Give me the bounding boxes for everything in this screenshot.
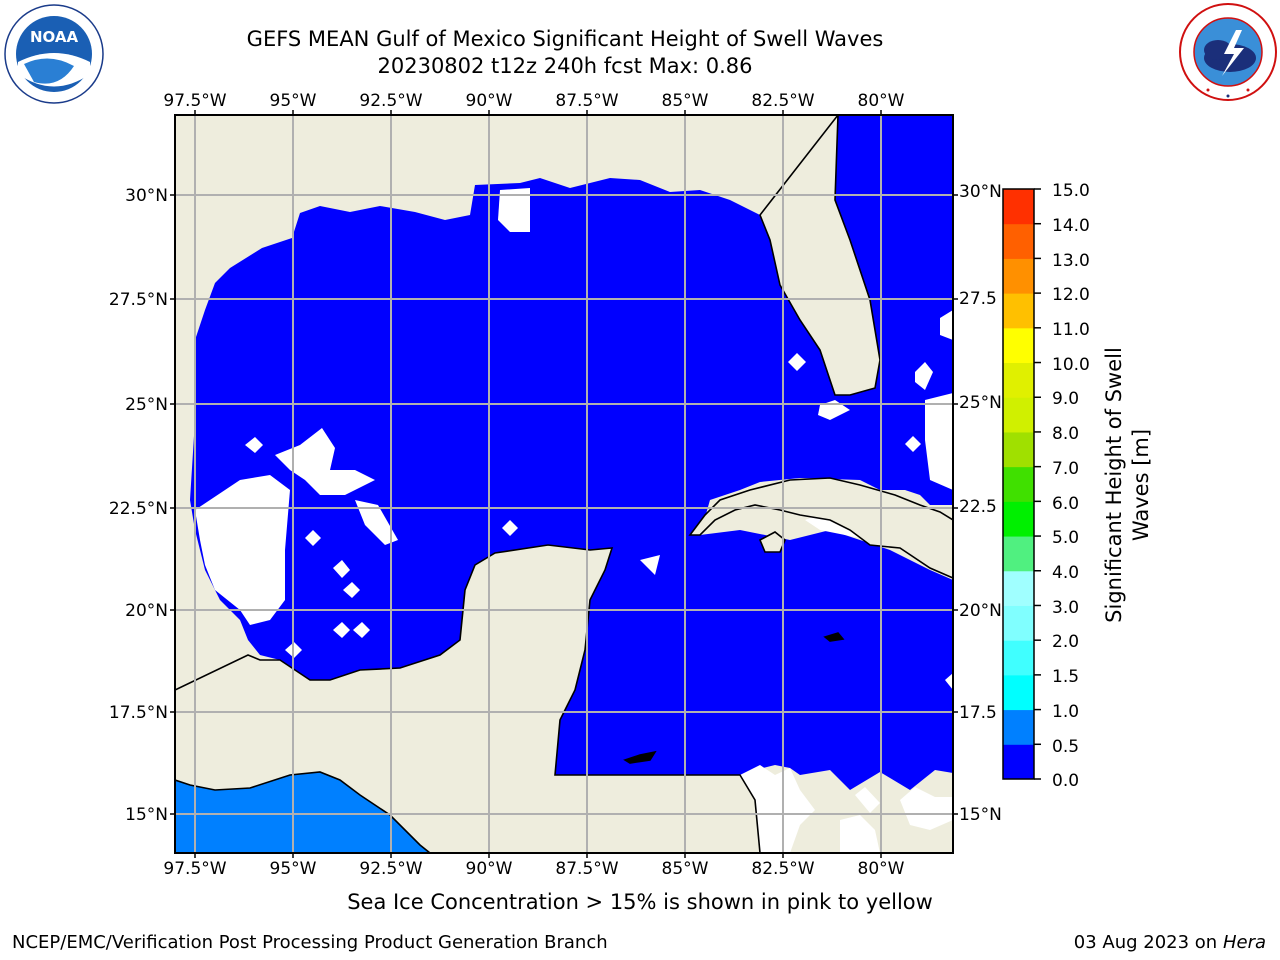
footer-date: 03 Aug 2023 on Hera	[1074, 932, 1266, 953]
colorbar-labels: 15.0 14.0 13.0 12.0 11.0 10.0 9.0 8.0 7.…	[1052, 181, 1090, 791]
lon-label: 90°W	[466, 859, 513, 879]
footer-host: Hera	[1222, 932, 1266, 953]
map-frame	[174, 114, 954, 854]
colorbar-label: 10.0	[1052, 355, 1090, 375]
lon-label: 92.5°W	[359, 859, 422, 879]
lat-labels-left: 30°N 27.5°N 25°N 22.5°N 20°N 17.5°N 15°N	[109, 186, 168, 825]
colorbar-label: 1.0	[1052, 702, 1079, 722]
colorbar-label: 8.0	[1052, 424, 1079, 444]
colorbar-label: 11.0	[1052, 320, 1090, 340]
lat-label: 27.5°N	[109, 290, 168, 310]
lon-label: 82.5°W	[751, 859, 814, 879]
lon-label: 97.5°W	[163, 859, 226, 879]
lon-labels-top: 97.5°W 95°W 92.5°W 90°W 87.5°W 85°W 82.5…	[163, 91, 904, 111]
svg-text:NOAA: NOAA	[30, 28, 79, 46]
no-data-patches	[195, 188, 953, 853]
lon-label: 95°W	[270, 859, 317, 879]
colorbar-label: 0.0	[1052, 771, 1079, 791]
colorbar-segment	[1003, 362, 1034, 398]
colorbar-title: Significant Height of Swell Waves [m]	[1102, 347, 1153, 623]
colorbar-segment	[1003, 640, 1034, 676]
colorbar-label: 0.5	[1052, 737, 1079, 757]
colorbar-label: 5.0	[1052, 528, 1079, 548]
lat-label: 27.5	[959, 289, 997, 309]
footer-date-text: 03 Aug 2023 on	[1073, 932, 1218, 953]
colorbar-segment	[1003, 605, 1034, 641]
lat-label: 25°N	[125, 395, 168, 415]
lon-label: 87.5°W	[555, 859, 618, 879]
swell-field-mid	[175, 772, 430, 853]
colorbar-ticks	[1034, 188, 1041, 780]
colorbar-label: 3.0	[1052, 598, 1079, 618]
colorbar-label: 9.0	[1052, 389, 1079, 409]
colorbar-segment	[1003, 501, 1034, 537]
lat-labels-right: 30°N 27.5 25°N 22.5 20°N 17.5 15°N	[959, 182, 1002, 825]
lon-labels-bottom: 97.5°W 95°W 92.5°W 90°W 87.5°W 85°W 82.5…	[163, 859, 904, 879]
colorbar-segment	[1003, 744, 1034, 780]
lat-label: 17.5°N	[109, 703, 168, 723]
colorbar-segment	[1003, 431, 1034, 468]
colorbar-segment	[1003, 536, 1034, 572]
lon-label: 92.5°W	[359, 91, 422, 111]
colorbar-label: 4.0	[1052, 563, 1079, 583]
nws-logo	[1179, 3, 1277, 101]
lat-label: 20°N	[125, 601, 168, 621]
colorbar-label: 12.0	[1052, 285, 1090, 305]
colorbar-label: 7.0	[1052, 459, 1079, 479]
lat-label: 22.5	[959, 497, 997, 517]
lon-label: 80°W	[858, 859, 905, 879]
colorbar-segment	[1003, 397, 1034, 433]
map-subtitle: 20230802 t12z 240h fcst Max: 0.86	[377, 54, 753, 78]
colorbar-segment	[1003, 466, 1034, 502]
lon-label: 85°W	[662, 859, 709, 879]
map-ticks	[170, 110, 958, 858]
lon-label: 97.5°W	[163, 91, 226, 111]
lat-label: 15°N	[125, 805, 168, 825]
colorbar-segment	[1003, 327, 1034, 364]
colorbar-segment	[1003, 709, 1034, 745]
sea-ice-note: Sea Ice Concentration > 15% is shown in …	[347, 890, 933, 914]
colorbar-segment	[1003, 570, 1034, 606]
footer-credit: NCEP/EMC/Verification Post Processing Pr…	[12, 932, 608, 953]
lat-label: 20°N	[959, 601, 1002, 621]
lon-label: 87.5°W	[555, 91, 618, 111]
lat-label: 30°N	[125, 186, 168, 206]
colorbar-segment	[1003, 223, 1034, 259]
lat-label: 25°N	[959, 393, 1002, 413]
colorbar-label: 6.0	[1052, 494, 1079, 514]
lon-label: 90°W	[466, 91, 513, 111]
lat-label: 17.5	[959, 703, 997, 723]
lon-label: 80°W	[858, 91, 905, 111]
colorbar-label: 15.0	[1052, 181, 1090, 201]
lon-label: 82.5°W	[751, 91, 814, 111]
gridlines	[175, 115, 953, 853]
swell-field-low	[190, 115, 953, 790]
noaa-logo: NOAA	[4, 4, 104, 104]
colorbar-label: 1.5	[1052, 667, 1079, 687]
colorbar-frame	[1002, 188, 1035, 780]
colorbar-segment	[1003, 674, 1034, 711]
colorbar-label: 14.0	[1052, 216, 1090, 236]
colorbar-segment	[1003, 293, 1034, 329]
colorbar-segment	[1003, 258, 1034, 294]
map-title: GEFS MEAN Gulf of Mexico Significant Hei…	[246, 27, 884, 51]
colorbar-label: 2.0	[1052, 632, 1079, 652]
lat-label: 15°N	[959, 805, 1002, 825]
lat-label: 22.5°N	[109, 499, 168, 519]
lat-label: 30°N	[959, 182, 1002, 202]
lon-label: 85°W	[662, 91, 709, 111]
colorbar-segment	[1003, 189, 1034, 225]
lon-label: 95°W	[270, 91, 317, 111]
colorbar	[1003, 189, 1034, 780]
colorbar-label: 13.0	[1052, 251, 1090, 271]
